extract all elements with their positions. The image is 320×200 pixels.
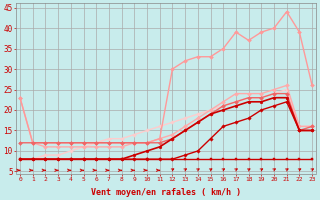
X-axis label: Vent moyen/en rafales ( km/h ): Vent moyen/en rafales ( km/h ): [91, 188, 241, 197]
